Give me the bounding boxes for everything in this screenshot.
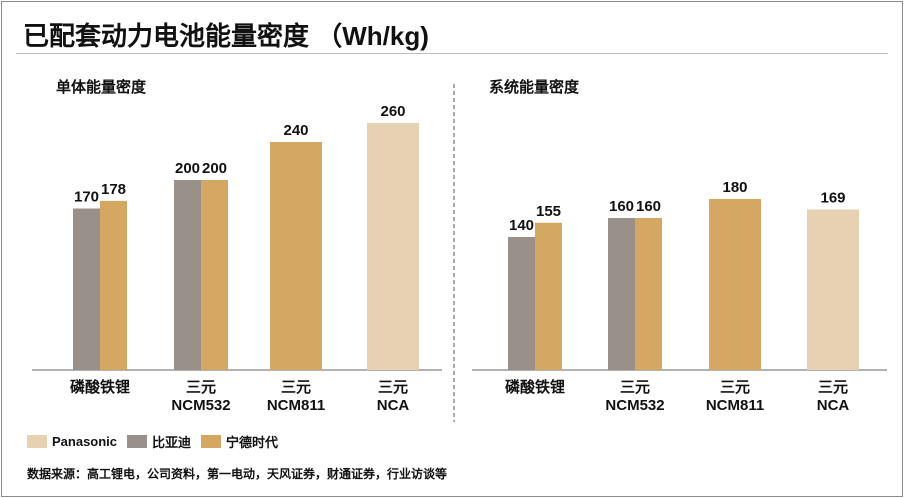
category-label: NCM532 <box>171 397 230 414</box>
bar <box>508 237 535 370</box>
category-label: 三元 <box>720 379 750 396</box>
bar <box>174 180 201 370</box>
category-label: 三元 <box>378 379 408 396</box>
bar <box>535 222 562 370</box>
data-label: 240 <box>283 122 308 139</box>
legend-swatch <box>27 435 47 448</box>
category-label: NCM811 <box>706 397 764 414</box>
data-label: 170 <box>74 189 99 206</box>
legend-swatch <box>201 435 222 448</box>
bar <box>367 123 419 370</box>
page-title: 已配套动力电池能量密度 （Wh/kg) <box>23 21 429 51</box>
legend-label: 比亚迪 <box>152 435 192 450</box>
category-label: NCA <box>377 397 410 414</box>
legend-item-byd: 比亚迪 <box>127 432 191 451</box>
legend-item-catl: 宁德时代 <box>201 432 278 451</box>
data-label: 178 <box>101 181 126 198</box>
bar <box>807 209 859 370</box>
bar <box>100 200 127 370</box>
bar <box>201 180 228 370</box>
data-label: 180 <box>722 179 747 196</box>
legend-label: 宁德时代 <box>226 435 279 450</box>
chart-title: 系统能量密度 <box>489 78 580 96</box>
category-label: 三元 <box>281 379 311 396</box>
chart-title: 单体能量密度 <box>56 78 147 96</box>
legend-item-panasonic: Panasonic <box>27 434 117 449</box>
category-label: NCA <box>817 397 850 414</box>
data-label: 160 <box>636 198 661 215</box>
bar <box>608 218 635 370</box>
category-label: NCM811 <box>267 397 325 414</box>
data-label: 200 <box>202 160 227 177</box>
bar <box>270 142 322 370</box>
legend: Panasonic 比亚迪 宁德时代 <box>27 432 288 451</box>
bar <box>635 218 662 370</box>
category-label: 三元 <box>620 379 650 396</box>
bar <box>709 199 761 370</box>
title-divider <box>16 53 888 54</box>
data-label: 169 <box>820 189 845 206</box>
category-label: 磷酸铁锂 <box>70 378 130 396</box>
bar <box>73 208 100 370</box>
category-label: 三元 <box>818 379 848 396</box>
category-label: 三元 <box>186 379 216 396</box>
legend-swatch <box>127 435 148 448</box>
category-label: 磷酸铁锂 <box>505 378 565 396</box>
data-label: 155 <box>536 203 561 220</box>
data-label: 160 <box>609 198 634 215</box>
source-note: 数据来源：高工锂电，公司资料，第一电动，天风证券，财通证券，行业访谈等 <box>27 467 448 481</box>
legend-label: Panasonic <box>52 434 118 449</box>
category-label: NCM532 <box>605 397 664 414</box>
data-label: 140 <box>509 217 534 234</box>
data-label: 260 <box>380 103 405 120</box>
data-label: 200 <box>175 160 200 177</box>
